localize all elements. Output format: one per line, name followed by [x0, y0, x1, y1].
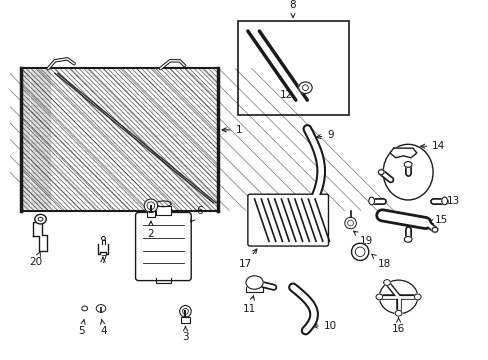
Text: 5: 5	[79, 320, 85, 336]
Bar	[21, 68, 218, 211]
Circle shape	[344, 217, 356, 229]
Ellipse shape	[394, 310, 401, 316]
Ellipse shape	[383, 144, 432, 200]
Text: 18: 18	[371, 254, 390, 270]
Text: 7: 7	[100, 255, 106, 265]
Circle shape	[180, 306, 191, 317]
Ellipse shape	[298, 82, 311, 94]
Ellipse shape	[431, 227, 437, 232]
Text: 15: 15	[428, 215, 447, 225]
Ellipse shape	[35, 214, 46, 224]
Text: 2: 2	[147, 221, 154, 239]
Ellipse shape	[379, 280, 417, 314]
Text: 13: 13	[436, 196, 459, 206]
Ellipse shape	[81, 306, 87, 311]
Bar	[180, 317, 190, 323]
Ellipse shape	[375, 294, 382, 300]
Bar	[238, 22, 348, 114]
Text: 6: 6	[190, 206, 202, 222]
Circle shape	[144, 199, 157, 212]
Text: 1: 1	[222, 125, 242, 135]
Text: 19: 19	[353, 231, 373, 247]
Text: 10: 10	[313, 321, 336, 331]
Polygon shape	[33, 222, 47, 251]
Ellipse shape	[245, 276, 263, 289]
Text: 11: 11	[243, 296, 256, 314]
Text: 14: 14	[420, 141, 445, 151]
Text: 8: 8	[289, 0, 296, 18]
Ellipse shape	[404, 237, 411, 242]
Text: 12: 12	[279, 90, 292, 100]
Text: 20: 20	[29, 252, 42, 267]
Ellipse shape	[441, 197, 447, 205]
Ellipse shape	[404, 162, 411, 167]
Text: 4: 4	[101, 320, 107, 336]
FancyBboxPatch shape	[247, 194, 328, 246]
Text: 3: 3	[182, 327, 188, 342]
FancyBboxPatch shape	[135, 212, 191, 280]
Ellipse shape	[378, 170, 384, 175]
Polygon shape	[389, 148, 416, 158]
Bar	[147, 211, 154, 217]
Ellipse shape	[368, 197, 374, 205]
Ellipse shape	[413, 294, 420, 300]
Text: 9: 9	[316, 130, 333, 140]
Bar	[155, 206, 171, 215]
Ellipse shape	[383, 280, 389, 285]
Text: 17: 17	[238, 249, 256, 269]
Text: 16: 16	[391, 318, 405, 334]
Ellipse shape	[96, 305, 105, 312]
Circle shape	[351, 243, 368, 260]
